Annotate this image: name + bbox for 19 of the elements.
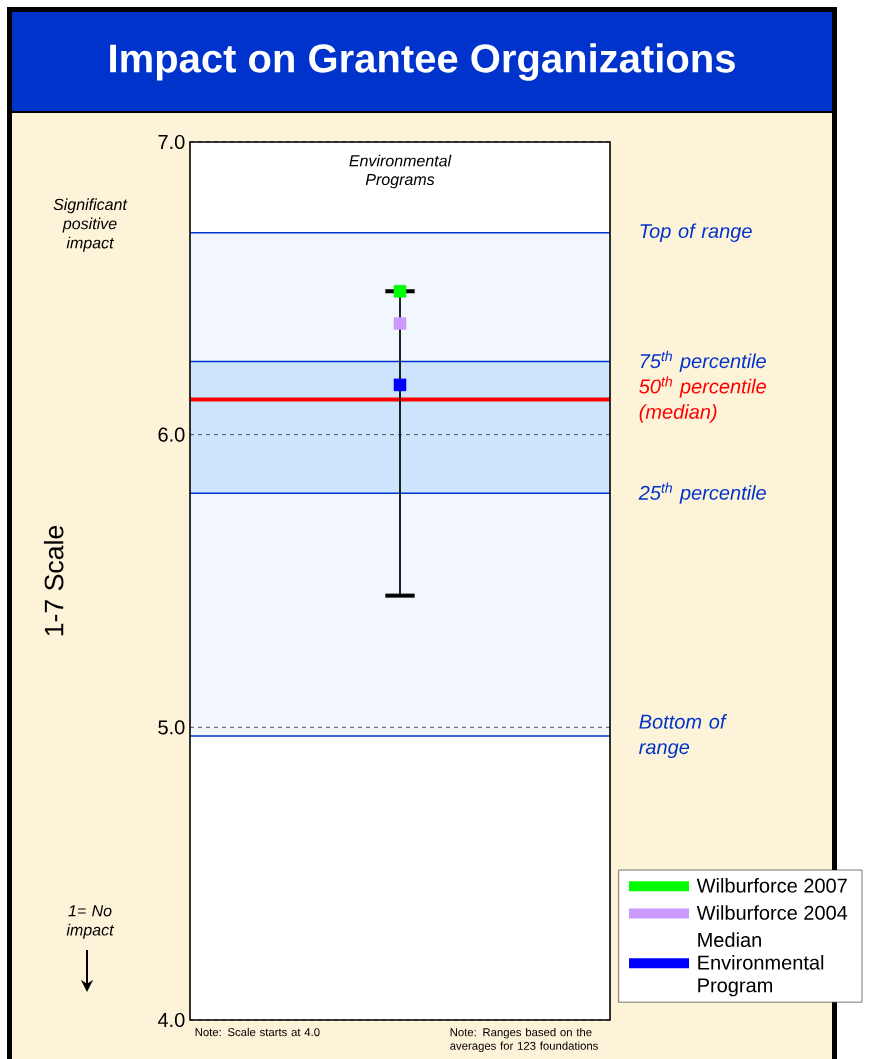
chart-title: Impact on Grantee Organizations bbox=[110, 43, 735, 81]
ref-line-label: Top of range bbox=[640, 223, 752, 243]
y-tick-label: 4.0 bbox=[157, 1012, 185, 1028]
legend-label: Wilburforce 2004 bbox=[696, 905, 848, 920]
y-tick-label: 5.0 bbox=[158, 720, 185, 735]
ref-line-label: 50$^{th}$ percentile (median) bbox=[639, 376, 766, 423]
text: Note: Scale starts at 4.0 bbox=[195, 1027, 320, 1037]
y-tick-label: 6.0 bbox=[158, 427, 185, 442]
text: 1= No impact bbox=[66, 905, 115, 939]
x-tick-label: Environmental Programs bbox=[349, 154, 452, 189]
ref-line-label: 75$^{th}$ percentile bbox=[640, 350, 766, 373]
y-tick-label: 7.0 bbox=[158, 134, 185, 150]
ref-line-label: Bottom of range bbox=[639, 714, 728, 759]
ref-line-label: 25$^{th}$ percentile bbox=[638, 482, 766, 504]
legend-label: Median Environmental Program bbox=[698, 932, 824, 997]
legend-label: Wilburforce 2007 bbox=[696, 878, 847, 893]
text: Significant positive impact bbox=[53, 198, 128, 252]
y-axis-title: 1-7 Scale bbox=[43, 525, 64, 636]
text: Note: Ranges based on the averages for 123 foundations bbox=[450, 1027, 598, 1053]
